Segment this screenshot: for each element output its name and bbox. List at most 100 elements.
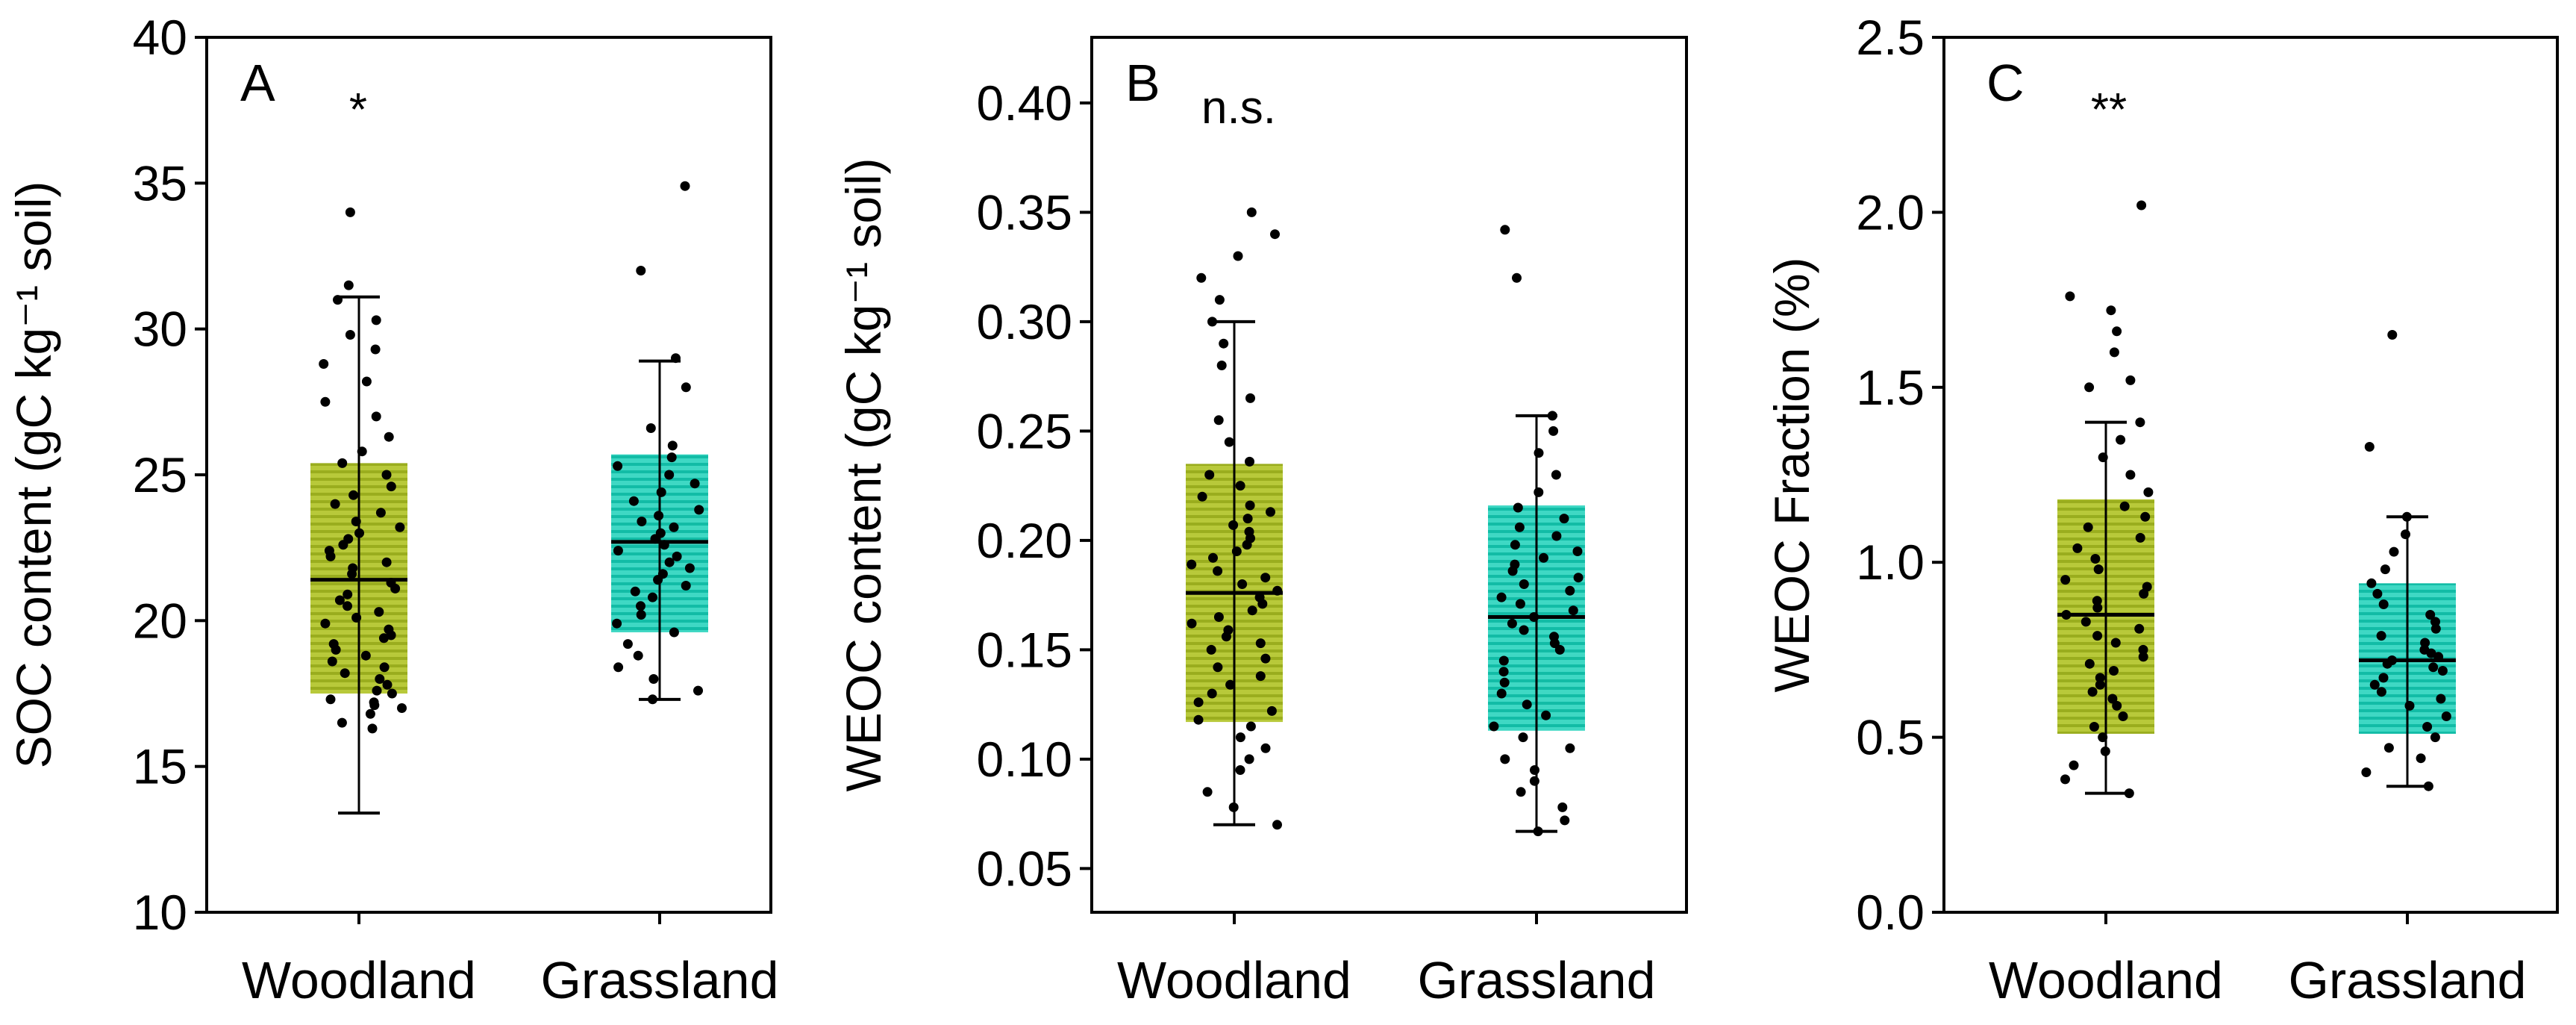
panel-b-point-woodland-15	[1260, 653, 1271, 664]
panel-b-point-grassland-24	[1496, 592, 1507, 602]
panel-c-box-grassland	[2359, 330, 2456, 791]
panel-b-point-grassland-5	[1530, 765, 1539, 775]
panel-c-point-grassland-31	[2364, 442, 2375, 452]
panel-c-point-woodland-26	[2093, 564, 2104, 575]
panel-c-point-grassland-29	[2401, 529, 2410, 540]
panel-b-point-woodland-46	[1216, 361, 1227, 370]
panel-c-point-woodland-1	[2060, 774, 2070, 785]
panel-c-point-grassland-4	[2430, 732, 2440, 743]
panel-b-point-grassland-29	[1510, 559, 1520, 570]
panel-a-point-grassland-22	[669, 522, 679, 532]
panel-b-ytick-label-3: 0.20	[977, 513, 1072, 568]
panel-c-point-woodland-34	[2125, 470, 2136, 480]
panel-b-ytick-label-4: 0.25	[977, 403, 1072, 458]
panel-c-point-grassland-5	[2422, 722, 2433, 732]
panel-b-point-woodland-25	[1272, 585, 1283, 596]
panel-b-point-grassland-39	[1534, 448, 1544, 458]
panel-a-point-woodland-55	[345, 207, 355, 217]
panel-c-category-label-woodland: Woodland	[1989, 951, 2223, 1009]
panel-a-point-woodland-7	[387, 688, 397, 699]
panel-a-point-woodland-21	[351, 612, 362, 623]
panel-b-point-woodland-52	[1270, 229, 1280, 240]
panel-c-point-woodland-25	[2060, 575, 2071, 585]
panel-a-category-label-grassland: Grassland	[540, 951, 778, 1009]
panel-b-significance-label: n.s.	[1201, 82, 1276, 134]
panel-a-point-grassland-32	[667, 440, 678, 451]
panel-c-point-woodland-42	[2106, 305, 2116, 316]
panel-c: 0.0 0.5 1.0 1.5 2.0 2.5 WEOC Fraction (%) Woodl…	[1764, 10, 2559, 1009]
panel-a-y-axis-title: SOC content (gC kg⁻¹ soil)	[6, 181, 61, 769]
panel-a-ytick-label-0: 10	[133, 885, 187, 940]
panel-c-point-woodland-44	[2136, 200, 2147, 211]
panel-c-point-woodland-13	[2084, 658, 2095, 669]
panel-b-point-grassland-41	[1547, 411, 1557, 421]
panel-c-letter: C	[1986, 54, 2025, 112]
panel-b-point-grassland-21	[1529, 612, 1539, 622]
panel-a-box-woodland	[310, 207, 407, 815]
panel-c-box-woodland	[2057, 200, 2154, 799]
panel-a-point-woodland-10	[375, 674, 385, 684]
panel-c-point-grassland-20	[2376, 631, 2386, 641]
panel-a-point-woodland-51	[345, 330, 355, 340]
panel-b-point-grassland-23	[1515, 599, 1525, 609]
panel-b-point-woodland-9	[1266, 705, 1277, 716]
panel-a-ytick-label-5: 35	[133, 155, 187, 211]
panel-b-point-woodland-36	[1242, 514, 1253, 524]
panel-c-point-woodland-43	[2065, 291, 2075, 302]
panel-c-point-woodland-37	[2135, 417, 2145, 428]
panel-b-point-grassland-11	[1522, 700, 1532, 710]
panel-a-point-grassland-18	[613, 546, 623, 556]
panel-c-point-grassland-27	[2380, 564, 2390, 575]
panel-c-ytick-label-2: 1.0	[1856, 535, 1925, 590]
panel-a-point-woodland-30	[381, 557, 392, 567]
panel-b-point-woodland-20	[1187, 618, 1197, 629]
panel-b-point-woodland-10	[1193, 697, 1204, 708]
panel-b-point-grassland-0	[1533, 826, 1543, 837]
panel-a-point-woodland-12	[379, 662, 390, 673]
panel-a-point-woodland-34	[343, 534, 354, 544]
panel-c-point-woodland-22	[2092, 596, 2102, 606]
panel-a-point-woodland-39	[330, 499, 340, 509]
panel-b-point-grassland-19	[1519, 625, 1529, 635]
panel-a-point-grassland-0	[648, 694, 657, 705]
panel-a-point-woodland-40	[348, 490, 359, 500]
panel-c-point-grassland-2	[2416, 753, 2426, 764]
panel-c-point-grassland-25	[2372, 588, 2383, 599]
panel-c-point-woodland-36	[2116, 434, 2126, 445]
panel-c-point-grassland-3	[2383, 743, 2394, 753]
panel-a-point-woodland-41	[386, 482, 396, 492]
panel-c-point-grassland-21	[2430, 623, 2441, 634]
panel-b-point-grassland-6	[1500, 754, 1510, 764]
panel-a-point-grassland-35	[671, 353, 681, 364]
panel-b-point-grassland-43	[1500, 225, 1510, 235]
panel-c-ytick-label-4: 2.0	[1856, 184, 1925, 240]
panel-a-point-grassland-33	[645, 423, 656, 433]
panel-c-point-woodland-20	[2061, 610, 2072, 620]
panel-b-point-grassland-7	[1565, 743, 1575, 753]
panel-c-point-woodland-12	[2109, 666, 2119, 676]
panel-c-point-grassland-24	[2378, 599, 2389, 609]
panel-c-point-woodland-32	[2119, 501, 2130, 511]
panel-a-ytick-label-3: 25	[133, 447, 187, 502]
panel-a-point-grassland-23	[637, 517, 647, 526]
panel-a-point-woodland-42	[381, 470, 392, 480]
panel-a-point-woodland-37	[351, 517, 361, 526]
panel-b-ytick-label-1: 0.10	[977, 732, 1072, 787]
panel-b-point-grassland-14	[1498, 667, 1509, 677]
panel-a-point-woodland-9	[382, 679, 393, 690]
panel-c-point-woodland-29	[2135, 532, 2145, 543]
panel-a-point-grassland-16	[664, 557, 675, 567]
panel-a-point-grassland-34	[681, 382, 691, 393]
panel-a-point-grassland-15	[684, 563, 695, 573]
panel-b-point-woodland-35	[1228, 520, 1239, 530]
panel-b-point-grassland-42	[1512, 272, 1522, 283]
panel-c-point-woodland-5	[2089, 722, 2099, 732]
panel-a-point-grassland-5	[622, 639, 633, 649]
panel-c-y-axis-title: WEOC Fraction (%)	[1764, 257, 1819, 692]
panel-a-point-grassland-26	[628, 496, 639, 506]
panel-b-point-woodland-50	[1196, 272, 1207, 283]
panel-c-point-grassland-6	[2441, 711, 2451, 721]
panel-c-point-woodland-16	[2110, 638, 2121, 648]
panel-b-point-woodland-47	[1219, 338, 1229, 349]
panel-c-significance-label: **	[2091, 84, 2127, 136]
